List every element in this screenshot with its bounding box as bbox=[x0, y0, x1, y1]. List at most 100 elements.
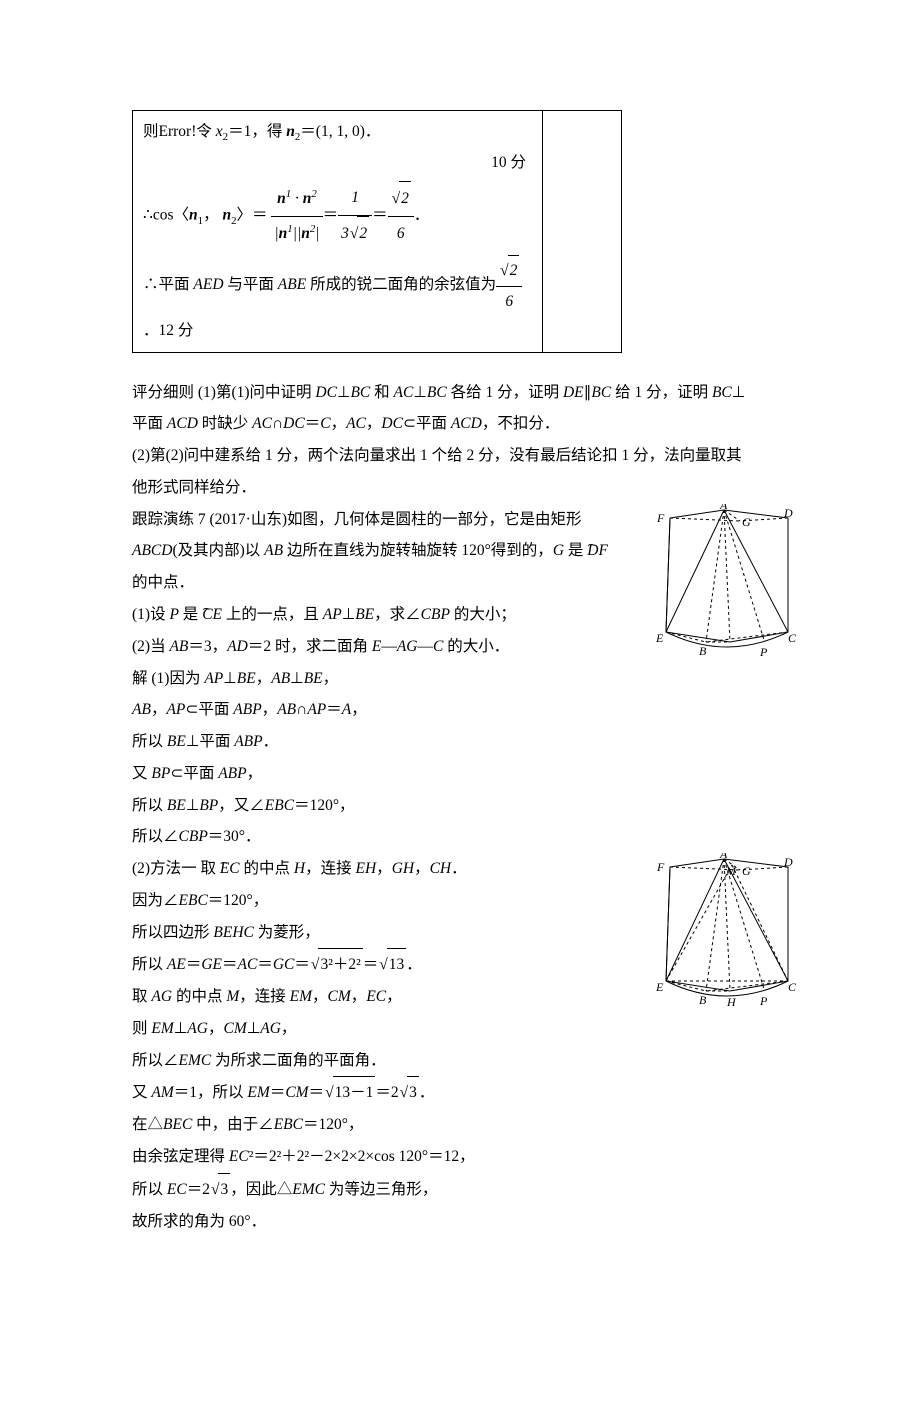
t: 解 (1)因为 bbox=[132, 670, 204, 687]
t: BE bbox=[167, 797, 186, 814]
t: 则 bbox=[132, 1020, 151, 1037]
t: 平面 bbox=[132, 415, 167, 432]
t: ABCD bbox=[132, 542, 172, 559]
lbl-D: D bbox=[783, 506, 793, 520]
t: AP bbox=[323, 606, 342, 623]
p12: 所以 BE⊥平面 ABP． bbox=[132, 726, 796, 758]
p23: 又 AM＝1，所以 EM＝CM＝13－1＝23． bbox=[132, 1076, 796, 1109]
t: 13 bbox=[387, 948, 407, 981]
t: — bbox=[417, 638, 433, 655]
box-line-1: 则Error!令 x2＝1，得 n2＝(1, 1, 0)． bbox=[143, 117, 534, 148]
t: ABE bbox=[278, 276, 306, 293]
t: 3 bbox=[341, 225, 349, 242]
t: 2 bbox=[508, 255, 520, 285]
t: — bbox=[381, 638, 397, 655]
t: GC bbox=[273, 956, 295, 973]
var-n: n bbox=[286, 123, 295, 140]
t: EC bbox=[366, 988, 386, 1005]
t: ²＝2²＋2²－2×2×2×cos 120°＝12， bbox=[249, 1148, 475, 1165]
t: GH bbox=[392, 860, 414, 877]
t: ABP bbox=[218, 765, 246, 782]
t: ， bbox=[331, 415, 347, 432]
t: ，又∠ bbox=[218, 797, 265, 814]
t: ＝ bbox=[257, 956, 273, 973]
t: ， bbox=[323, 670, 339, 687]
t: BC bbox=[712, 384, 732, 401]
t: ＝ bbox=[305, 415, 321, 432]
t: ⊥ bbox=[186, 797, 200, 814]
t: ⊥平面 bbox=[186, 733, 234, 750]
t: ， bbox=[203, 207, 222, 224]
t: 评分细则 (1)第(1)问中证明 bbox=[132, 384, 315, 401]
t: BE bbox=[167, 733, 186, 750]
t: 为菱形， bbox=[254, 924, 320, 941]
t: n bbox=[279, 225, 288, 242]
t: EM bbox=[247, 1084, 269, 1101]
t: 各给 1 分，证明 bbox=[447, 384, 563, 401]
t: ， bbox=[151, 701, 167, 718]
t: 所以∠ bbox=[132, 828, 179, 845]
t: AC bbox=[394, 384, 414, 401]
var-n2: n bbox=[222, 207, 231, 224]
t: (2)当 bbox=[132, 638, 169, 655]
t: BC bbox=[350, 384, 370, 401]
t: 2 bbox=[399, 181, 411, 216]
t: ACD bbox=[167, 415, 198, 432]
t: 的大小． bbox=[443, 638, 509, 655]
t: EC bbox=[167, 1181, 187, 1198]
t: 所以 bbox=[132, 1181, 167, 1198]
t: ， bbox=[351, 988, 367, 1005]
p24: 在△BEC 中，由于∠EBC＝120°， bbox=[132, 1109, 796, 1141]
t: BEC bbox=[163, 1116, 192, 1133]
t: ＝2 时，求二面角 bbox=[248, 638, 372, 655]
t: CH bbox=[430, 860, 452, 877]
t: ⊥ bbox=[337, 384, 351, 401]
t: ， bbox=[366, 415, 382, 432]
t: EBC bbox=[179, 892, 208, 909]
t: 3 bbox=[407, 1076, 419, 1109]
t: 3 bbox=[218, 1173, 230, 1206]
t: 又 bbox=[132, 1084, 151, 1101]
t: AB bbox=[132, 701, 151, 718]
lbl-F2: F bbox=[656, 860, 665, 874]
t: EC bbox=[229, 1148, 249, 1165]
t: ＝1，所以 bbox=[174, 1084, 248, 1101]
t: AC bbox=[238, 956, 258, 973]
t: AE bbox=[167, 956, 186, 973]
t: ⊂平面 bbox=[403, 415, 451, 432]
t: DC bbox=[381, 415, 403, 432]
t: EM bbox=[151, 1020, 173, 1037]
t: ＝ bbox=[363, 956, 379, 973]
t: ． bbox=[414, 207, 430, 224]
t: ＝ bbox=[326, 701, 342, 718]
problem-with-fig-1: A D F G E B P C 跟踪演练 7 (2017·山东)如图，几何体是圆… bbox=[132, 504, 796, 631]
t: ＝2 bbox=[187, 1181, 210, 1198]
t: 是 bbox=[564, 542, 587, 559]
t: ⊥ bbox=[413, 384, 427, 401]
t: C bbox=[433, 638, 443, 655]
t: ， bbox=[247, 765, 263, 782]
t: 和 bbox=[370, 384, 393, 401]
t: 则 bbox=[143, 123, 159, 140]
t: 3²＋2² bbox=[318, 948, 362, 981]
p14: 所以 BE⊥BP，又∠EBC＝120°， bbox=[132, 790, 796, 822]
t: ＝ bbox=[372, 207, 388, 224]
t: AB bbox=[169, 638, 188, 655]
t: AC bbox=[346, 415, 366, 432]
t: | bbox=[315, 225, 319, 242]
t: ． bbox=[451, 860, 467, 877]
t: ACD bbox=[451, 415, 482, 432]
t: BP bbox=[151, 765, 170, 782]
t: ＝ bbox=[222, 956, 238, 973]
t: AP bbox=[166, 701, 185, 718]
t: M bbox=[226, 988, 239, 1005]
t: ＝3， bbox=[188, 638, 227, 655]
t: ⊥ bbox=[223, 670, 237, 687]
t: ⊂平面 bbox=[170, 765, 218, 782]
t: ＝ bbox=[309, 1084, 325, 1101]
p15: 所以∠CBP＝30°． bbox=[132, 821, 796, 853]
t: ， bbox=[256, 670, 272, 687]
t: 跟踪演练 7 (2017·山东)如图，几何体是圆柱的一部分，它是由矩形 bbox=[132, 511, 582, 528]
t: ，不扣分． bbox=[482, 415, 560, 432]
t: 因为∠ bbox=[132, 892, 179, 909]
